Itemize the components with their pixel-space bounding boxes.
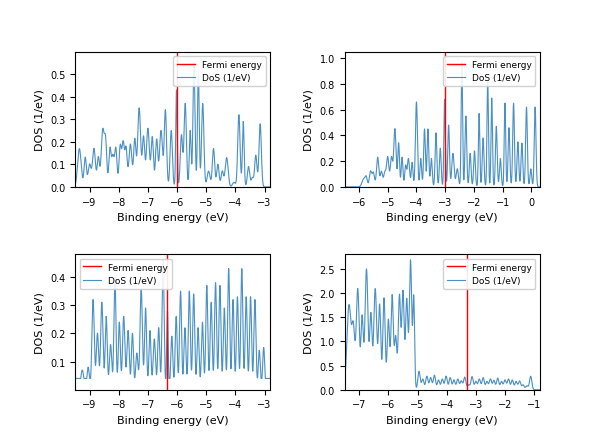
DoS (1/eV): [146, 328, 154, 333]
Legend: Fermi energy, DoS (1/eV): Fermi energy, DoS (1/eV): [80, 259, 172, 289]
Y-axis label: DOS (1/eV): DOS (1/eV): [304, 292, 314, 353]
DoS (1/eV): [375, 162, 382, 167]
DoS (1/eV): [71, 183, 79, 188]
DoS (1/eV): [105, 160, 112, 165]
Fermi energy: [463, 339, 470, 344]
DoS (1/eV): [424, 378, 431, 384]
DoS (1/eV): [263, 185, 270, 190]
DoS (1/eV): [341, 185, 348, 190]
DoS (1/eV): [155, 328, 162, 333]
DoS (1/eV): [458, 60, 466, 66]
DoS (1/eV): [533, 150, 540, 155]
Fermi energy: [463, 387, 470, 392]
DoS (1/eV): [341, 379, 348, 384]
Line: DoS (1/eV): DoS (1/eV): [344, 260, 540, 390]
Legend: Fermi energy, DoS (1/eV): Fermi energy, DoS (1/eV): [443, 57, 535, 87]
Line: DoS (1/eV): DoS (1/eV): [75, 261, 271, 378]
DoS (1/eV): [146, 156, 154, 161]
Y-axis label: DOS (1/eV): DOS (1/eV): [34, 292, 44, 353]
DoS (1/eV): [71, 376, 79, 381]
DoS (1/eV): [364, 177, 371, 182]
DoS (1/eV): [512, 381, 519, 386]
DoS (1/eV): [160, 258, 167, 263]
DoS (1/eV): [407, 258, 414, 263]
Line: DoS (1/eV): DoS (1/eV): [344, 63, 540, 187]
DoS (1/eV): [416, 174, 423, 179]
DoS (1/eV): [375, 325, 382, 331]
X-axis label: Binding energy (eV): Binding energy (eV): [117, 415, 229, 425]
DoS (1/eV): [105, 369, 112, 374]
X-axis label: Binding energy (eV): Binding energy (eV): [386, 213, 498, 223]
Y-axis label: DOS (1/eV): DOS (1/eV): [304, 89, 314, 151]
DoS (1/eV): [536, 387, 544, 392]
DoS (1/eV): [267, 376, 274, 381]
X-axis label: Binding energy (eV): Binding energy (eV): [386, 415, 498, 425]
DoS (1/eV): [424, 127, 431, 132]
DoS (1/eV): [364, 271, 371, 276]
Line: DoS (1/eV): DoS (1/eV): [75, 64, 271, 187]
DoS (1/eV): [94, 162, 101, 168]
DoS (1/eV): [533, 387, 540, 392]
Legend: Fermi energy, DoS (1/eV): Fermi energy, DoS (1/eV): [443, 259, 535, 289]
Legend: Fermi energy, DoS (1/eV): Fermi energy, DoS (1/eV): [173, 57, 266, 87]
X-axis label: Binding energy (eV): Binding energy (eV): [117, 213, 229, 223]
DoS (1/eV): [512, 170, 519, 175]
DoS (1/eV): [94, 332, 101, 337]
DoS (1/eV): [536, 185, 544, 190]
DoS (1/eV): [416, 371, 423, 376]
DoS (1/eV): [267, 185, 274, 190]
DoS (1/eV): [242, 310, 249, 315]
Y-axis label: DOS (1/eV): DOS (1/eV): [34, 89, 44, 151]
DoS (1/eV): [155, 158, 162, 163]
DoS (1/eV): [190, 61, 197, 67]
DoS (1/eV): [263, 376, 270, 381]
DoS (1/eV): [242, 182, 249, 187]
